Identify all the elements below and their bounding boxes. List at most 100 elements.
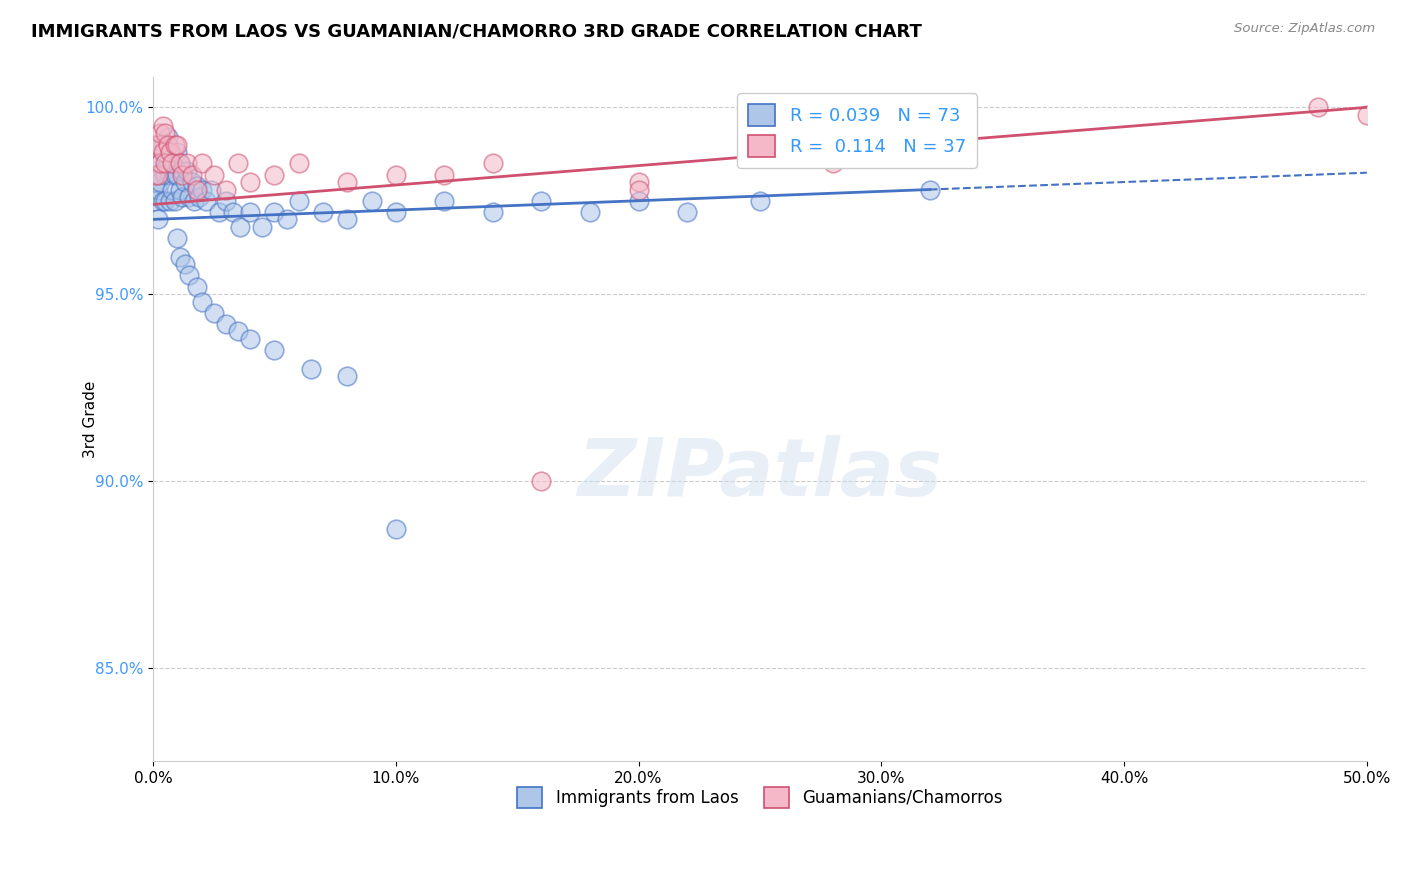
Point [1355, 108, 1378, 122]
Point [676, 205, 699, 219]
Point [163, 194, 186, 208]
Point [482, 156, 505, 170]
Point [202, 168, 225, 182]
Point [1308, 100, 1330, 114]
Point [166, 231, 188, 245]
Point [152, 145, 174, 160]
Point [156, 130, 179, 145]
Point [579, 205, 602, 219]
Point [433, 194, 456, 208]
Point [166, 145, 188, 160]
Point [188, 190, 211, 204]
Point [145, 194, 167, 208]
Point [146, 137, 169, 152]
Text: Source: ZipAtlas.com: Source: ZipAtlas.com [1234, 22, 1375, 36]
Text: IMMIGRANTS FROM LAOS VS GUAMANIAN/CHAMORRO 3RD GRADE CORRELATION CHART: IMMIGRANTS FROM LAOS VS GUAMANIAN/CHAMOR… [31, 22, 922, 40]
Point [162, 156, 184, 170]
Point [360, 194, 382, 208]
Point [159, 145, 181, 160]
Point [299, 361, 322, 376]
Point [384, 168, 406, 182]
Point [145, 137, 167, 152]
Point [336, 212, 359, 227]
Point [222, 205, 245, 219]
Point [263, 168, 285, 182]
Point [530, 194, 553, 208]
Point [149, 156, 172, 170]
Point [153, 127, 176, 141]
Point [153, 156, 176, 170]
Point [153, 145, 176, 160]
Point [163, 168, 186, 182]
Point [145, 168, 167, 182]
Point [169, 156, 191, 170]
Point [239, 175, 262, 189]
Point [190, 182, 212, 196]
Point [190, 294, 212, 309]
Point [169, 250, 191, 264]
Point [176, 164, 198, 178]
Point [172, 190, 194, 204]
Point [146, 168, 169, 182]
Point [336, 369, 359, 384]
Point [195, 194, 218, 208]
Point [152, 137, 174, 152]
Point [482, 205, 505, 219]
Point [173, 175, 195, 189]
Point [172, 164, 194, 178]
Point [153, 168, 176, 182]
Point [239, 205, 262, 219]
Point [183, 194, 205, 208]
Point [152, 119, 174, 133]
Point [146, 182, 169, 196]
Point [156, 137, 179, 152]
Point [215, 182, 238, 196]
Point [627, 175, 650, 189]
Point [162, 156, 184, 170]
Point [627, 194, 650, 208]
Point [200, 182, 222, 196]
Point [263, 205, 285, 219]
Point [287, 194, 309, 208]
Text: ZIPatlas: ZIPatlas [578, 435, 942, 513]
Point [149, 156, 172, 170]
Point [145, 175, 167, 189]
Point [384, 523, 406, 537]
Point [146, 212, 169, 227]
Point [169, 156, 191, 170]
Point [530, 474, 553, 488]
Point [252, 219, 274, 234]
Point [152, 164, 174, 178]
Point [215, 317, 238, 331]
Point [169, 182, 191, 196]
Point [276, 212, 298, 227]
Point [186, 178, 208, 193]
Point [172, 168, 194, 182]
Point [918, 182, 941, 196]
Point [186, 279, 208, 293]
Point [149, 175, 172, 189]
Point [159, 168, 181, 182]
Point [159, 145, 181, 160]
Point [159, 194, 181, 208]
Legend: Immigrants from Laos, Guamanians/Chamorros: Immigrants from Laos, Guamanians/Chamorr… [510, 780, 1010, 814]
Point [336, 175, 359, 189]
Point [384, 205, 406, 219]
Point [226, 156, 249, 170]
Point [226, 325, 249, 339]
Point [163, 137, 186, 152]
Y-axis label: 3rd Grade: 3rd Grade [83, 381, 98, 458]
Point [287, 156, 309, 170]
Point [215, 194, 238, 208]
Point [176, 156, 198, 170]
Point [162, 182, 184, 196]
Point [312, 205, 335, 219]
Point [202, 306, 225, 320]
Point [149, 127, 172, 141]
Point [433, 168, 456, 182]
Point [166, 168, 188, 182]
Point [153, 194, 176, 208]
Point [190, 156, 212, 170]
Point [156, 156, 179, 170]
Point [179, 190, 201, 204]
